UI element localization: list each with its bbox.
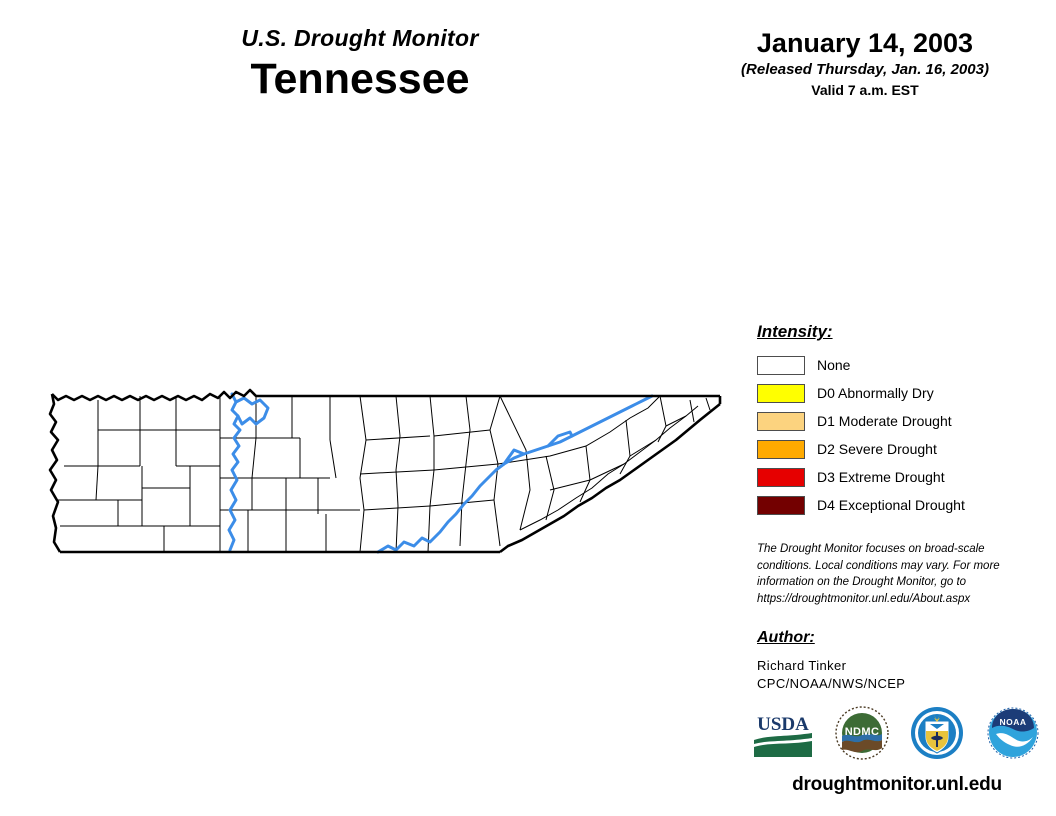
logo-row: USDA NDMC NOAA <box>752 702 1040 764</box>
legend-label-d0: D0 Abnormally Dry <box>817 385 934 401</box>
usda-logo: USDA <box>752 707 814 759</box>
legend-item-d2: D2 Severe Drought <box>757 435 1047 463</box>
valid-date: January 14, 2003 <box>756 28 974 58</box>
site-url: droughtmonitor.unl.edu <box>792 774 1002 795</box>
legend-swatch-d4 <box>757 495 805 515</box>
legend-item-d3: D3 Extreme Drought <box>757 463 1047 491</box>
intensity-legend: Intensity: None D0 Abnormally Dry D1 Mod… <box>757 322 1047 519</box>
cumberland-tennessee-river-east <box>376 394 654 554</box>
svg-text:NDMC: NDMC <box>844 726 879 738</box>
legend-item-d4: D4 Exceptional Drought <box>757 491 1047 519</box>
valid-time: Valid 7 a.m. EST <box>811 82 919 99</box>
author-affiliation: CPC/NOAA/NWS/NCEP <box>757 676 906 692</box>
released-date: (Released Thursday, Jan. 16, 2003) <box>741 61 989 79</box>
legend-heading: Intensity: <box>757 322 833 341</box>
legend-label-d4: D4 Exceptional Drought <box>817 497 965 513</box>
legend-swatch-d2 <box>757 439 805 459</box>
county-boundaries-middle <box>220 395 501 553</box>
county-boundaries-east <box>497 395 711 531</box>
county-boundaries-west <box>56 396 221 552</box>
legend-swatch-none <box>757 355 805 375</box>
series-title: U.S. Drought Monitor <box>241 25 479 51</box>
svg-text:NOAA: NOAA <box>999 717 1026 727</box>
legend-item-d1: D1 Moderate Drought <box>757 407 1047 435</box>
legend-item-none: None <box>757 351 1047 379</box>
state-fill <box>50 390 720 552</box>
author-name: Richard Tinker <box>757 658 847 673</box>
legend-label-d3: D3 Extreme Drought <box>817 469 945 485</box>
legend-swatch-d0 <box>757 383 805 403</box>
svg-text:USDA: USDA <box>757 714 809 735</box>
legend-label-none: None <box>817 357 851 373</box>
legend-item-d0: D0 Abnormally Dry <box>757 379 1047 407</box>
author-heading: Author: <box>757 629 815 646</box>
legend-label-d1: D1 Moderate Drought <box>817 413 952 429</box>
title-block: U.S. Drought Monitor Tennessee <box>150 25 570 105</box>
legend-swatch-d1 <box>757 411 805 431</box>
ndmc-logo: NDMC <box>834 706 889 760</box>
legend-label-d2: D2 Severe Drought <box>817 441 937 457</box>
noaa-logo: NOAA <box>987 707 1039 759</box>
disclaimer-text: The Drought Monitor focuses on broad-sca… <box>757 543 1000 606</box>
unl-seal-logo <box>911 707 964 759</box>
tennessee-river <box>227 392 270 552</box>
tennessee-drought-map <box>30 370 750 580</box>
date-block: January 14, 2003 (Released Thursday, Jan… <box>700 28 1030 99</box>
author-panel: Author: Richard Tinker CPC/NOAA/NWS/NCEP <box>757 629 1037 694</box>
legend-swatch-d3 <box>757 467 805 487</box>
state-outline <box>48 388 722 554</box>
state-title: Tennessee <box>250 55 470 104</box>
